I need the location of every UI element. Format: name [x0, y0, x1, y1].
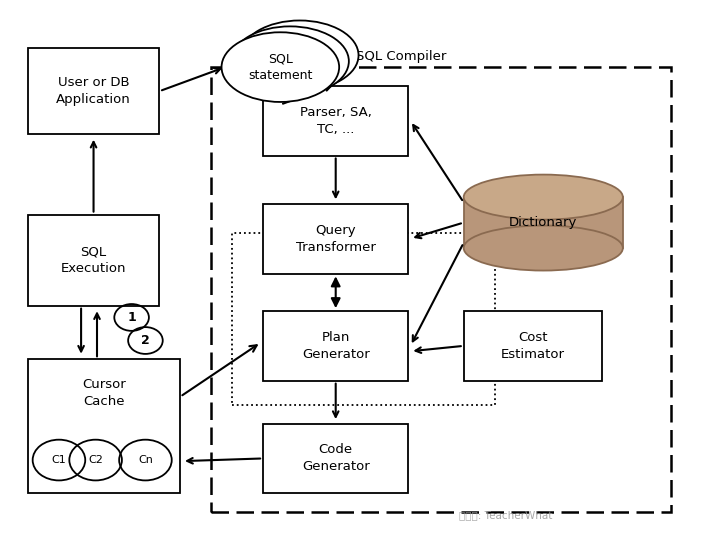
Ellipse shape: [222, 32, 339, 102]
Text: Cn: Cn: [138, 455, 153, 465]
Bar: [28, 359, 180, 493]
Ellipse shape: [232, 26, 349, 96]
Text: User or DB
Application: User or DB Application: [56, 76, 131, 106]
Bar: [28, 214, 160, 306]
Bar: [464, 197, 623, 248]
Bar: [464, 311, 602, 381]
Bar: [263, 311, 408, 381]
Text: Parser, SA,
TC, ...: Parser, SA, TC, ...: [300, 106, 371, 136]
Text: SQL
statement: SQL statement: [249, 52, 313, 82]
Ellipse shape: [464, 174, 623, 220]
Text: 2: 2: [141, 334, 150, 347]
Bar: [263, 423, 408, 493]
Text: Cursor
Cache: Cursor Cache: [82, 378, 126, 408]
Bar: [211, 67, 671, 512]
Text: SQL
Execution: SQL Execution: [61, 245, 126, 275]
Text: C2: C2: [88, 455, 103, 465]
Text: Dictionary: Dictionary: [509, 216, 578, 229]
Ellipse shape: [241, 20, 359, 90]
Text: Query
Transformer: Query Transformer: [296, 224, 376, 254]
Bar: [263, 204, 408, 274]
Bar: [232, 234, 495, 405]
Bar: [263, 86, 408, 155]
Text: C1: C1: [52, 455, 66, 465]
Text: Plan
Generator: Plan Generator: [302, 331, 369, 361]
Text: Code
Generator: Code Generator: [302, 444, 369, 474]
Text: Cost
Estimator: Cost Estimator: [501, 331, 565, 361]
Text: 微信号: TeacherWhat: 微信号: TeacherWhat: [458, 510, 552, 520]
Text: SQL Compiler: SQL Compiler: [357, 50, 447, 63]
Text: 1: 1: [127, 311, 136, 324]
Ellipse shape: [464, 225, 623, 271]
Bar: [28, 48, 160, 134]
